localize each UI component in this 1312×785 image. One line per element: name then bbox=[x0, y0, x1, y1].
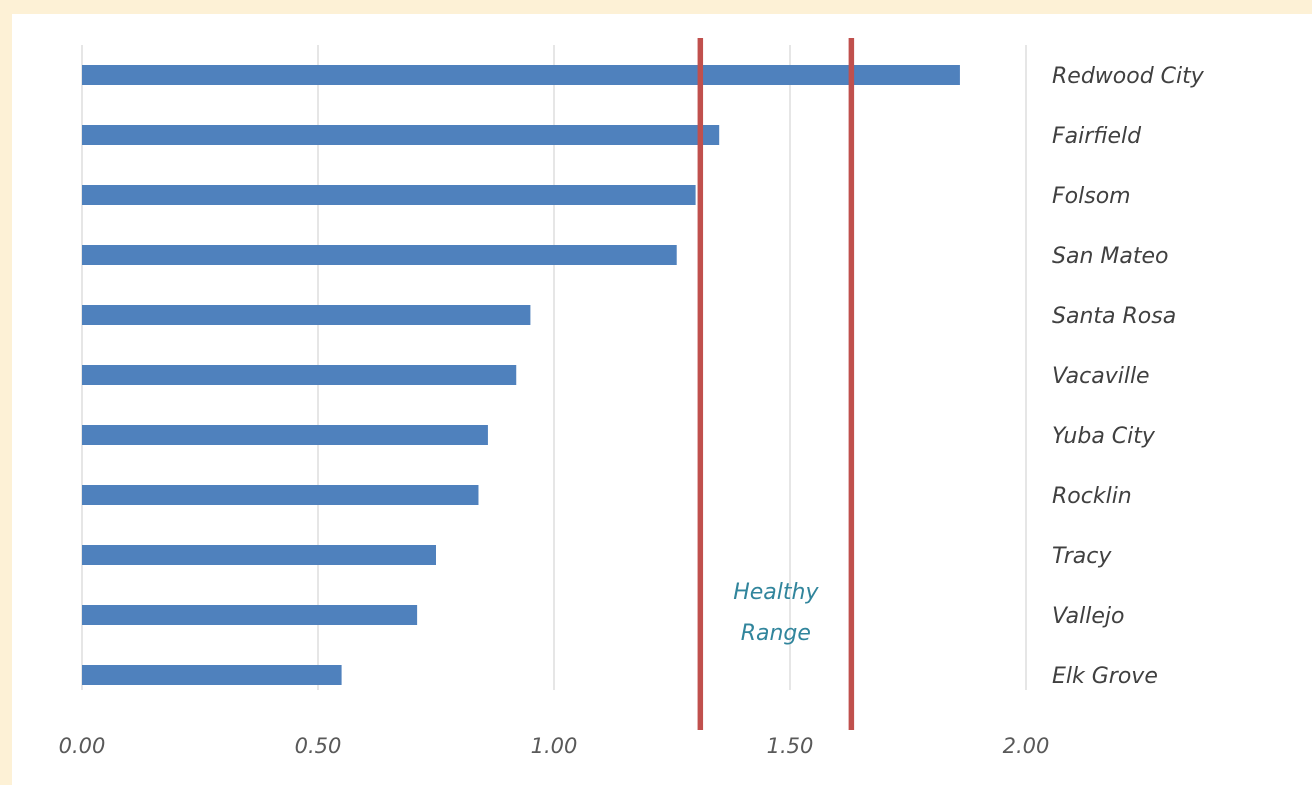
category-label: San Mateo bbox=[1052, 244, 1168, 269]
annotation-line: Range bbox=[741, 621, 811, 646]
bar bbox=[82, 365, 517, 385]
annotation: Healthy Range bbox=[733, 580, 819, 646]
bar bbox=[82, 665, 342, 685]
x-tick-labels: 0.00 0.50 1.00 1.50 2.00 bbox=[59, 734, 1050, 758]
bar bbox=[82, 485, 479, 505]
category-label: Santa Rosa bbox=[1052, 304, 1176, 329]
category-label: Folsom bbox=[1052, 184, 1131, 209]
reference-lines bbox=[697, 38, 855, 730]
chart-area: 0.00 0.50 1.00 1.50 2.00 Redwood City Fairfie… bbox=[12, 14, 1312, 785]
bar bbox=[82, 305, 531, 325]
category-label: Fairfield bbox=[1052, 124, 1142, 149]
bar bbox=[82, 185, 696, 205]
category-label: Elk Grove bbox=[1052, 664, 1158, 689]
x-tick-label: 2.00 bbox=[1003, 734, 1050, 758]
category-label: Redwood City bbox=[1052, 64, 1205, 89]
gridlines bbox=[81, 45, 1027, 690]
category-labels: Redwood City Fairfield Folsom San Mateo Sant… bbox=[1052, 64, 1205, 689]
x-tick-label: 0.50 bbox=[295, 734, 342, 758]
bar bbox=[82, 605, 418, 625]
bar bbox=[82, 545, 436, 565]
category-label: Rocklin bbox=[1052, 484, 1132, 509]
x-tick-label: 0.00 bbox=[59, 734, 106, 758]
category-label: Tracy bbox=[1052, 544, 1112, 569]
x-tick-label: 1.50 bbox=[767, 734, 814, 758]
x-tick-label: 1.00 bbox=[531, 734, 578, 758]
bar bbox=[82, 245, 677, 265]
bar bbox=[82, 125, 720, 145]
bar-chart: 0.00 0.50 1.00 1.50 2.00 Redwood City Fairfie… bbox=[59, 38, 1205, 758]
bar bbox=[82, 425, 488, 445]
category-label: Vacaville bbox=[1052, 364, 1150, 389]
annotation-line: Healthy bbox=[733, 580, 819, 605]
bars bbox=[82, 65, 960, 685]
category-label: Yuba City bbox=[1052, 424, 1156, 449]
category-label: Vallejo bbox=[1052, 604, 1124, 629]
bar bbox=[82, 65, 960, 85]
